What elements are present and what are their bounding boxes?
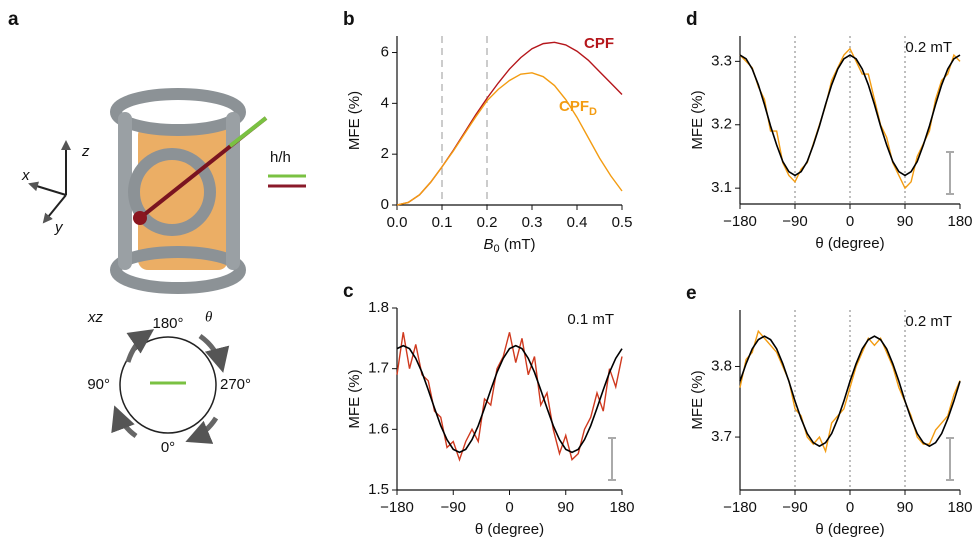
y-tick-label: 3.1	[711, 179, 732, 196]
x-axis-label-sub: 0	[494, 243, 500, 255]
x-tick-label: −90	[441, 499, 466, 516]
rotation-arrows	[111, 329, 230, 444]
x-tick-label: 180	[947, 213, 972, 230]
x-axis-label: θ (degree)	[475, 521, 544, 538]
x-tick-label: 0	[505, 499, 513, 516]
x-tick-label: −180	[723, 213, 757, 230]
series-label: CPF	[584, 35, 614, 52]
x-tick-label: 0	[846, 213, 854, 230]
y-tick-label: 4	[381, 94, 389, 111]
annotation: 0.1 mT	[567, 311, 614, 328]
x-tick-label: 180	[609, 499, 634, 516]
y-axis-label: MFE (%)	[346, 369, 363, 428]
y-tick-label: 3.2	[711, 116, 732, 133]
axis-z: z	[81, 143, 90, 160]
x-tick-label: −90	[782, 213, 807, 230]
y-tick-label: 3.8	[711, 357, 732, 374]
axis-y: y	[54, 219, 64, 236]
y-tick-label: 1.6	[368, 420, 389, 437]
deg-label: 90°	[87, 376, 110, 393]
panel-label: b	[343, 9, 355, 30]
y-tick-label: 2	[381, 145, 389, 162]
series-label-sub: D	[589, 106, 597, 118]
polarization-label: h/h	[270, 149, 291, 166]
angle-circle	[119, 336, 217, 434]
axes-icon	[28, 140, 71, 224]
x-axis-label: B0 (mT)	[484, 236, 536, 255]
series-line	[396, 72, 623, 206]
series-line	[739, 54, 961, 177]
x-tick-label: 0.5	[612, 214, 633, 231]
deg-label: 270°	[220, 376, 251, 393]
x-tick-label: 90	[557, 499, 574, 516]
y-axis-label: MFE (%)	[689, 370, 706, 429]
panel-label: c	[343, 281, 354, 302]
y-axis-label: MFE (%)	[689, 90, 706, 149]
annotation: 0.2 mT	[905, 313, 952, 330]
y-tick-label: 1.5	[368, 481, 389, 498]
annotation: 0.2 mT	[905, 39, 952, 56]
series-line	[396, 332, 623, 462]
x-tick-label: 90	[897, 213, 914, 230]
x-axis-label-main: B	[484, 236, 494, 253]
y-tick-label: 1.8	[368, 299, 389, 316]
x-axis-label: θ (degree)	[815, 235, 884, 252]
panel-a: a z x y h/h	[8, 9, 306, 456]
deg-label: 180°	[152, 315, 183, 332]
y-tick-label: 6	[381, 43, 389, 60]
deg-label: 0°	[161, 439, 175, 456]
series-label-name: CPF	[559, 98, 589, 115]
panel-label: a	[8, 9, 19, 30]
x-axis-label: θ (degree)	[815, 521, 884, 538]
panel-label: d	[686, 9, 698, 30]
series-line	[739, 335, 961, 448]
y-tick-label: 0	[381, 196, 389, 213]
x-tick-label: 0.3	[522, 214, 543, 231]
axis-x: x	[21, 167, 30, 184]
series-line	[396, 344, 623, 454]
y-tick-label: 1.7	[368, 360, 389, 377]
panel-label: e	[686, 283, 697, 304]
molecule-cage	[110, 88, 268, 294]
y-axis-label: MFE (%)	[346, 91, 363, 150]
x-tick-label: 180	[947, 499, 972, 516]
x-tick-label: 0.2	[477, 214, 498, 231]
x-tick-label: −180	[723, 499, 757, 516]
plane-label: xz	[87, 309, 104, 326]
series-line	[739, 329, 961, 454]
x-tick-label: 0	[846, 499, 854, 516]
x-axis-label-unit: (mT)	[500, 236, 536, 253]
x-tick-label: −180	[380, 499, 414, 516]
y-tick-label: 3.3	[711, 52, 732, 69]
series-line	[396, 41, 623, 206]
series-label: CPFD	[559, 98, 597, 118]
x-tick-label: 0.1	[432, 214, 453, 231]
series-label-name: CPF	[584, 35, 614, 52]
x-tick-label: 90	[897, 499, 914, 516]
x-tick-label: 0.4	[567, 214, 588, 231]
x-tick-label: 0.0	[387, 214, 408, 231]
y-tick-label: 3.7	[711, 428, 732, 445]
x-tick-label: −90	[782, 499, 807, 516]
angle-label: θ	[205, 309, 213, 325]
